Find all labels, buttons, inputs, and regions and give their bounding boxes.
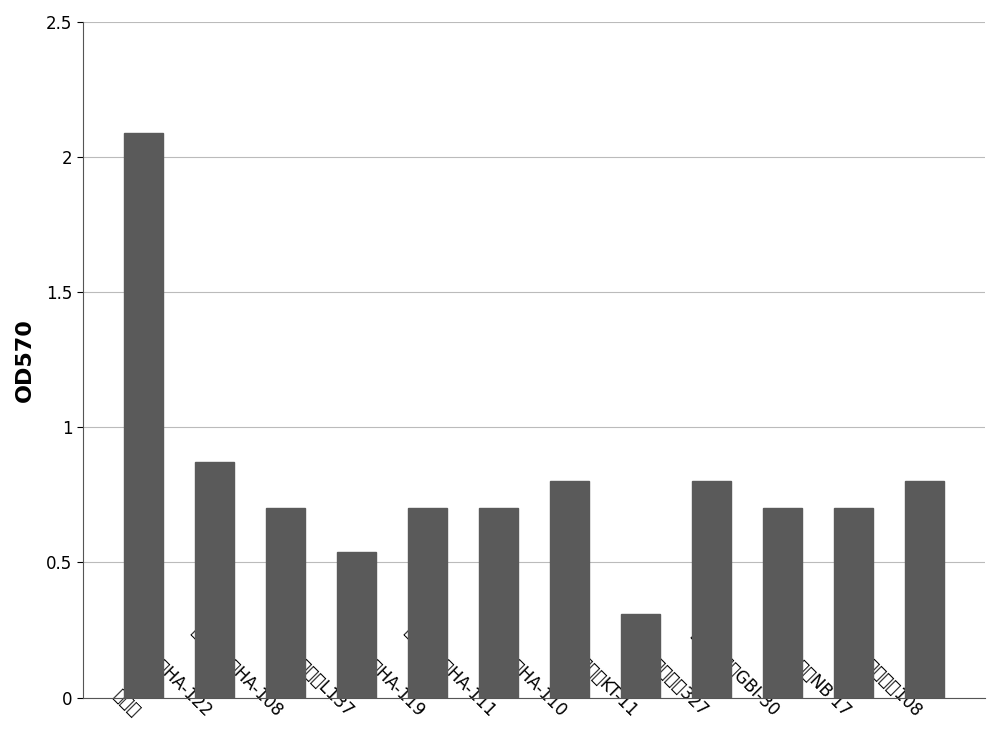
Bar <box>408 509 447 698</box>
Bar <box>621 614 660 698</box>
Y-axis label: OD570: OD570 <box>15 318 35 402</box>
Bar <box>692 481 731 698</box>
Bar <box>195 462 234 698</box>
Bar <box>834 509 873 698</box>
Bar <box>905 481 944 698</box>
Bar <box>124 133 163 698</box>
Bar <box>550 481 589 698</box>
Bar <box>266 509 305 698</box>
Bar <box>479 509 518 698</box>
Bar <box>337 552 376 698</box>
Bar <box>763 509 802 698</box>
